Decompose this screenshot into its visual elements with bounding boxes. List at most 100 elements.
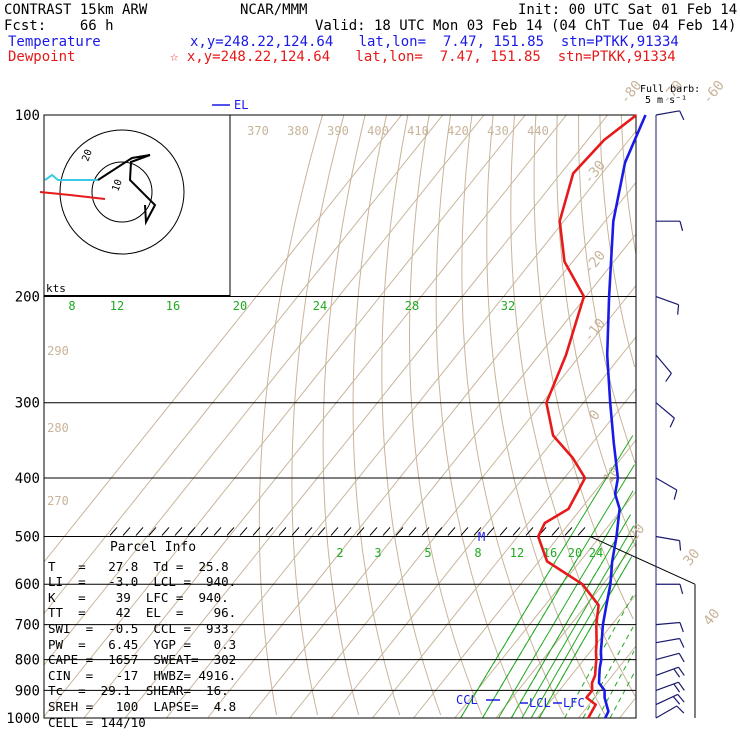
parcel-row-cell: CELL = 144/10: [48, 714, 146, 730]
lower-box-edge: [589, 536, 696, 585]
hatch-mark: [382, 527, 391, 536]
isotherm-label: 30: [680, 546, 703, 569]
parcel-row-tc: Tc = 29.1 SHEAR= 16.: [48, 683, 229, 699]
hatch-mark: [447, 527, 456, 536]
hatch-mark: [460, 527, 469, 536]
dewpoint-profile: [536, 113, 638, 719]
isotherm-line: [83, 114, 567, 719]
hatch-mark: [291, 527, 300, 536]
isotherm-line: [43, 114, 444, 614]
mixing-ratio-label: 24: [313, 299, 327, 313]
hatch-mark: [161, 527, 170, 536]
parcel-row-sreh: SREH = 100 LAPSE= 4.8: [48, 698, 237, 714]
mixing-ratio-lines: [460, 435, 637, 719]
mixing-ratio-label: 8: [474, 546, 481, 560]
lfc-marker-label: LFC: [563, 696, 585, 710]
mixing-ratio-label: 3: [374, 546, 381, 560]
wind-barb-staff: [655, 402, 675, 419]
hatch-mark: [525, 527, 534, 536]
hodograph-ring-outer: [59, 129, 185, 255]
ccl-marker-label: CCL: [456, 693, 478, 707]
wind-barb-flag: [673, 489, 678, 500]
mixing-ratio-label: 24: [589, 546, 603, 560]
parcel-info-panel: Parcel Info T = 27.8 Td = 25.8 LI = -3.0…: [48, 540, 258, 730]
dry-adiabat-label: 410: [407, 124, 429, 138]
dry-adiabat-label: 380: [287, 124, 309, 138]
dry-adiabat-line: [486, 114, 606, 716]
mixing-ratio-label: 28: [405, 299, 419, 313]
hatch-mark: [486, 527, 495, 536]
dewpoint-legend: Dewpoint: [8, 49, 76, 65]
isotherm-line: [495, 542, 637, 719]
mixing-ratio-label: 20: [233, 299, 247, 313]
isotherm-line: [289, 285, 637, 719]
mixing-ratio-dashed-line: [582, 624, 635, 719]
hatch-mark: [213, 527, 222, 536]
mixing-ratio-label: 12: [110, 299, 124, 313]
model-title: CONTRAST 15km ARW: [4, 2, 148, 18]
sounding-profiles: [536, 113, 647, 719]
wind-barb-flag: [678, 681, 685, 691]
hatch-mark: [239, 527, 248, 536]
el-marker-label: EL: [234, 98, 248, 112]
mixing-ratio-label: 2: [336, 546, 343, 560]
wind-barb-staff: [655, 354, 672, 374]
parcel-row-cin: CIN = -17 HWBZ= 4916.: [48, 667, 237, 683]
wind-barb-staff: [655, 295, 679, 306]
isotherm-line: [166, 130, 637, 719]
source-label: NCAR/MMM: [240, 2, 308, 18]
mixing-ratio-dashed-line: [482, 561, 577, 719]
hatch-mark: [421, 527, 430, 536]
mixing-ratio-line: [482, 464, 635, 719]
dry-adiabat-line: [322, 114, 366, 716]
init-time: Init: 00 UTC Sat 01 Feb 14: [518, 2, 738, 18]
dry-adiabat-line: [291, 114, 345, 716]
wind-barb-staff: [655, 705, 678, 719]
dry-adiabat-label: 430: [487, 124, 509, 138]
isotherm-label: 40: [700, 606, 723, 629]
isotherm-line: [248, 233, 637, 719]
wind-barbs: [655, 110, 685, 719]
dry-adiabat-lines: [258, 114, 637, 716]
isotherm-label: -10: [581, 316, 609, 346]
pressure-tick-label: 200: [15, 290, 40, 306]
dry-adiabat-line: [577, 115, 636, 464]
pressure-tick-label: 800: [15, 653, 40, 669]
isotherm-label: 20: [625, 521, 648, 544]
hatch-mark: [148, 527, 157, 536]
wind-barb-flag: [679, 638, 685, 648]
dry-adiabat-line: [352, 114, 401, 716]
wind-barb-staff: [655, 621, 680, 626]
isotherm-label: 0: [586, 407, 604, 424]
wind-barb-staff: [655, 666, 679, 677]
hodograph-low-segment: [39, 191, 106, 200]
wind-barb-flag: [669, 417, 675, 428]
mixing-ratio-dashed-line: [538, 561, 630, 719]
isotherm-line: [43, 114, 402, 563]
hatch-mark: [226, 527, 235, 536]
pressure-tick-label: 400: [15, 471, 40, 487]
temperature-profile: [597, 114, 647, 719]
dry-adiabat-label: 280: [47, 421, 69, 435]
wind-barb-flag: [679, 110, 685, 121]
wind-barb-flag: [678, 666, 685, 676]
isotherm-line: [43, 114, 485, 666]
wind-barb-staff: [655, 637, 680, 644]
pressure-tick-label: 1000: [6, 711, 40, 727]
hodograph-units-label: kts: [46, 282, 66, 295]
wind-barb-flag: [679, 584, 684, 595]
pressure-tick-label: 600: [15, 577, 40, 593]
hodograph-trace: [97, 154, 157, 226]
mixing-ratio-label: 8: [68, 299, 75, 313]
parcel-row-tt: TT = 42 EL = 96.: [48, 605, 237, 621]
temperature-location: x,y=248.22,124.64 lat,lon= 7.47, 151.85 …: [190, 34, 679, 50]
mixing-ratio-label: 5: [424, 546, 431, 560]
isotherm-line: [43, 114, 526, 717]
parcel-row-t: T = 27.8 Td = 25.8: [48, 558, 229, 574]
hatch-mark: [343, 527, 352, 536]
hatch-mark: [330, 527, 339, 536]
dry-adiabat-line: [510, 114, 637, 698]
hatch-mark: [317, 527, 326, 536]
wind-barb-flag: [673, 668, 681, 678]
